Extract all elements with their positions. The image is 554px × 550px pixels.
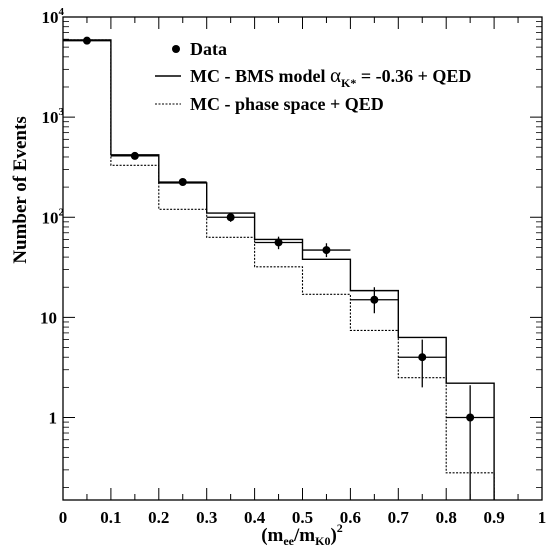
y-axis-title: Number of Events bbox=[10, 116, 31, 263]
y-tick-label: 103 bbox=[42, 106, 65, 127]
legend-label-bms: MC - BMS model αK* = -0.36 + QED bbox=[190, 63, 471, 90]
x-tick-label: 0 bbox=[59, 508, 68, 527]
data-point bbox=[226, 213, 235, 222]
x-tick-label: 0.6 bbox=[340, 508, 361, 527]
data-point bbox=[322, 246, 331, 255]
x-tick-label: 0.1 bbox=[100, 508, 121, 527]
x-tick-label: 1 bbox=[538, 508, 547, 527]
x-tick-label: 0.9 bbox=[483, 508, 504, 527]
x-tick-label: 0.3 bbox=[196, 508, 217, 527]
bms-model-histogram bbox=[63, 39, 495, 500]
phase-space-histogram bbox=[63, 39, 495, 500]
x-tick-label: 0.4 bbox=[244, 508, 266, 527]
y-tick-label: 10 bbox=[40, 308, 57, 327]
data-point bbox=[418, 353, 427, 362]
data-point bbox=[130, 151, 139, 160]
data-point bbox=[466, 413, 475, 422]
y-tick-label: 1 bbox=[49, 409, 58, 428]
x-tick-label: 0.5 bbox=[292, 508, 313, 527]
data-point bbox=[274, 238, 283, 247]
legend-marker-data bbox=[172, 45, 180, 53]
x-tick-label: 0.8 bbox=[436, 508, 457, 527]
data-point bbox=[370, 295, 379, 304]
legend-label-data: Data bbox=[190, 39, 227, 59]
data-point bbox=[178, 177, 187, 186]
x-tick-label: 0.7 bbox=[388, 508, 410, 527]
y-tick-label: 102 bbox=[42, 206, 65, 227]
y-tick-label: 104 bbox=[42, 6, 65, 27]
legend-label-phase-space: MC - phase space + QED bbox=[190, 94, 384, 114]
data-point bbox=[82, 36, 91, 45]
x-axis-title: (mee/mK0)2 bbox=[261, 521, 343, 548]
x-tick-label: 0.2 bbox=[148, 508, 169, 527]
